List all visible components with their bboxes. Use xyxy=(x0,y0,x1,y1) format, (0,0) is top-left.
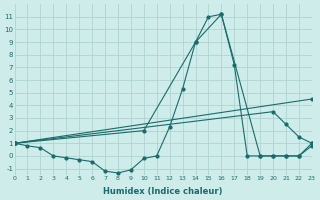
X-axis label: Humidex (Indice chaleur): Humidex (Indice chaleur) xyxy=(103,187,223,196)
